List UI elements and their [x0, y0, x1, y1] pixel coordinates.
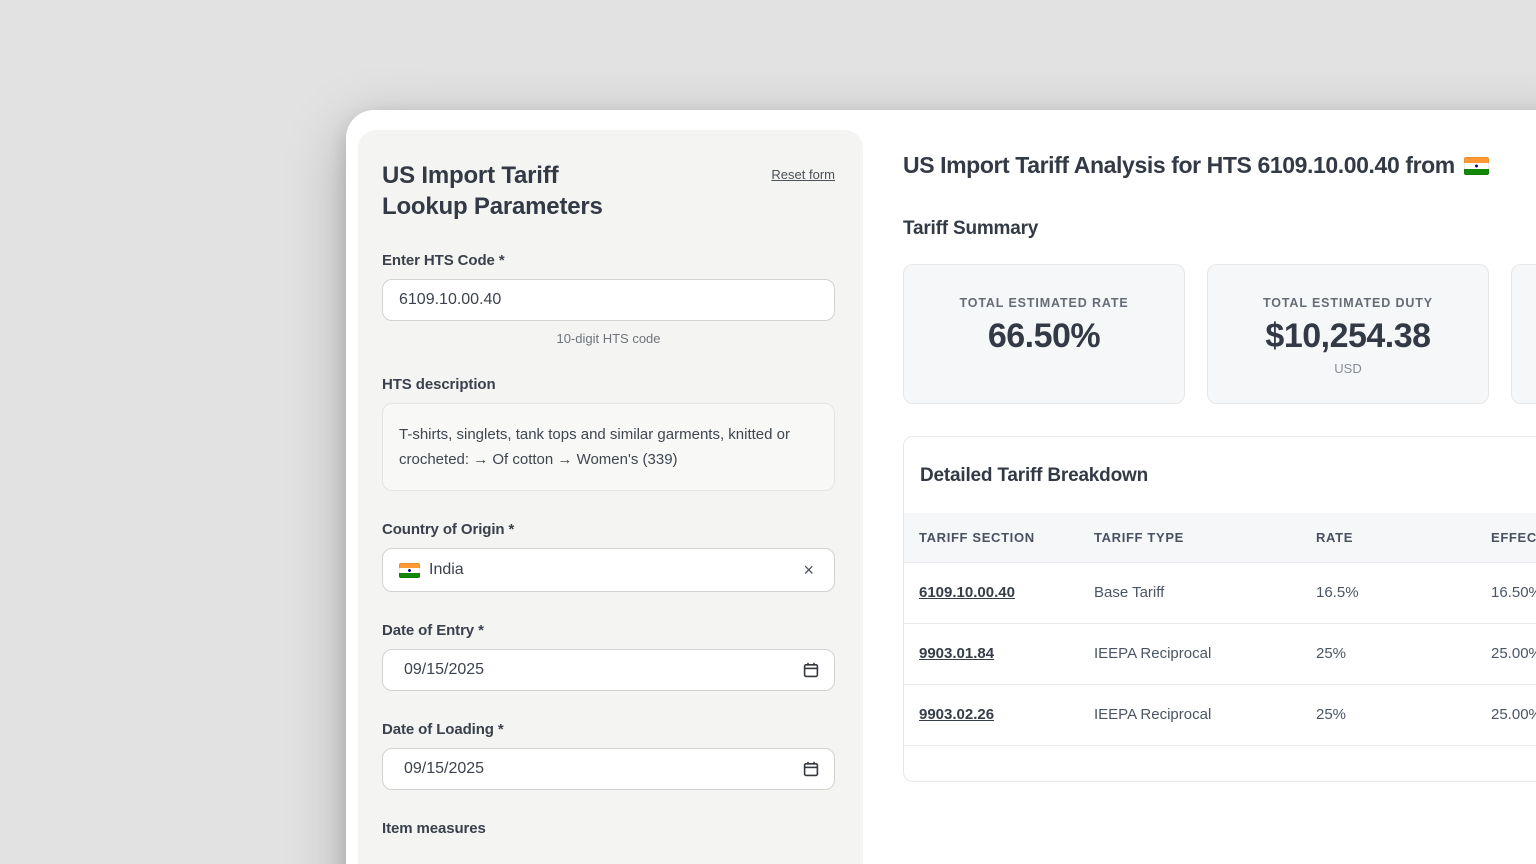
date-of-entry-input[interactable]	[382, 649, 835, 691]
table-row: 6109.10.00.40 Base Tariff 16.5% 16.50%	[904, 561, 1536, 623]
hts-description-group: HTS description T-shirts, singlets, tank…	[382, 376, 835, 491]
date-of-loading-group: Date of Loading *	[382, 721, 835, 790]
lookup-parameters-panel: US Import Tariff Lookup Parameters Reset…	[358, 130, 863, 864]
detailed-breakdown-heading: Detailed Tariff Breakdown	[920, 465, 1148, 486]
table-footer	[904, 745, 1536, 781]
country-of-origin-select[interactable]: India ×	[382, 548, 835, 592]
date-of-entry-label: Date of Entry *	[382, 622, 484, 639]
col-tariff-section: TARIFF SECTION	[904, 513, 1079, 562]
date-of-loading-field	[382, 748, 835, 790]
date-of-entry-group: Date of Entry *	[382, 622, 835, 691]
hts-code-group: Enter HTS Code * 10-digit HTS code	[382, 252, 835, 346]
tariff-type-cell: IEEPA Reciprocal	[1079, 622, 1301, 684]
col-tariff-type: TARIFF TYPE	[1079, 513, 1301, 562]
total-estimated-duty-value: $10,254.38	[1265, 317, 1431, 355]
table-header-row: TARIFF SECTION TARIFF TYPE RATE EFFECTIV…	[904, 513, 1536, 562]
card-label: TOTAL ESTIMATED DUTY	[1262, 296, 1434, 310]
calendar-icon[interactable]	[803, 761, 819, 782]
card-label: TOTAL ESTIMATED RATE	[959, 296, 1129, 310]
effective-rate-cell: 25.00%	[1476, 683, 1536, 745]
item-measures-group: Item measures	[382, 820, 835, 837]
rate-cell: 25%	[1301, 683, 1476, 745]
effective-rate-cell: 25.00%	[1476, 622, 1536, 684]
total-estimated-duty-card: TOTAL ESTIMATED DUTY $10,254.38 USD	[1207, 264, 1489, 404]
total-estimated-rate-value: 66.50%	[987, 317, 1101, 355]
calendar-icon[interactable]	[803, 662, 819, 683]
sidebar-header: US Import Tariff Lookup Parameters Reset…	[382, 160, 835, 222]
india-flag-icon	[1463, 156, 1489, 175]
tariff-section-link[interactable]: 9903.02.26	[919, 706, 995, 724]
india-flag-icon	[399, 562, 420, 578]
summary-cards-row: TOTAL ESTIMATED RATE 66.50% TOTAL ESTIMA…	[903, 264, 1536, 404]
app-card: US Import Tariff Lookup Parameters Reset…	[346, 110, 1536, 864]
date-of-entry-field	[382, 649, 835, 691]
date-of-loading-label: Date of Loading *	[382, 721, 504, 738]
sidebar-title: US Import Tariff Lookup Parameters	[382, 162, 603, 220]
tariff-summary-heading: Tariff Summary	[903, 218, 1039, 239]
total-estimated-rate-card: TOTAL ESTIMATED RATE 66.50%	[903, 264, 1185, 404]
analysis-title-text: US Import Tariff Analysis for HTS 6109.1…	[903, 152, 1455, 178]
analysis-title: US Import Tariff Analysis for HTS 6109.1…	[903, 152, 1536, 179]
breakdown-table: TARIFF SECTION TARIFF TYPE RATE EFFECTIV…	[904, 513, 1536, 745]
currency-unit: USD	[1334, 361, 1362, 376]
tariff-type-cell: IEEPA Reciprocal	[1079, 683, 1301, 745]
rate-cell: 16.5%	[1301, 561, 1476, 623]
hts-code-label: Enter HTS Code *	[382, 252, 505, 269]
rate-cell: 25%	[1301, 622, 1476, 684]
hts-description-label: HTS description	[382, 376, 496, 393]
hts-code-input[interactable]	[382, 279, 835, 321]
country-of-origin-label: Country of Origin *	[382, 521, 515, 538]
analysis-panel: US Import Tariff Analysis for HTS 6109.1…	[903, 110, 1536, 782]
detailed-breakdown-card: Detailed Tariff Breakdown TARIFF SECTION…	[903, 436, 1536, 782]
tariff-section-link[interactable]: 6109.10.00.40	[919, 584, 1015, 601]
country-of-origin-value: India	[429, 561, 464, 578]
hts-description-box: T-shirts, singlets, tank tops and simila…	[382, 403, 835, 491]
tariff-type-cell: Base Tariff	[1079, 561, 1301, 623]
col-effective-rate: EFFECTIVE RATE	[1476, 513, 1536, 562]
table-row: 9903.02.26 IEEPA Reciprocal 25% 25.00%	[904, 683, 1536, 745]
effective-rate-cell: 16.50%	[1476, 561, 1536, 623]
date-of-loading-input[interactable]	[382, 748, 835, 790]
country-of-origin-group: Country of Origin * India ×	[382, 521, 835, 592]
col-rate: RATE	[1301, 513, 1476, 562]
item-measures-label: Item measures	[382, 820, 486, 837]
reset-form-link[interactable]: Reset form	[771, 167, 835, 182]
table-row: 9903.01.84 IEEPA Reciprocal 25% 25.00%	[904, 622, 1536, 684]
summary-card-clipped	[1511, 264, 1536, 404]
tariff-section-link[interactable]: 9903.01.84	[919, 645, 995, 662]
clear-country-icon[interactable]: ×	[803, 560, 814, 580]
hts-code-hint: 10-digit HTS code	[556, 331, 661, 346]
